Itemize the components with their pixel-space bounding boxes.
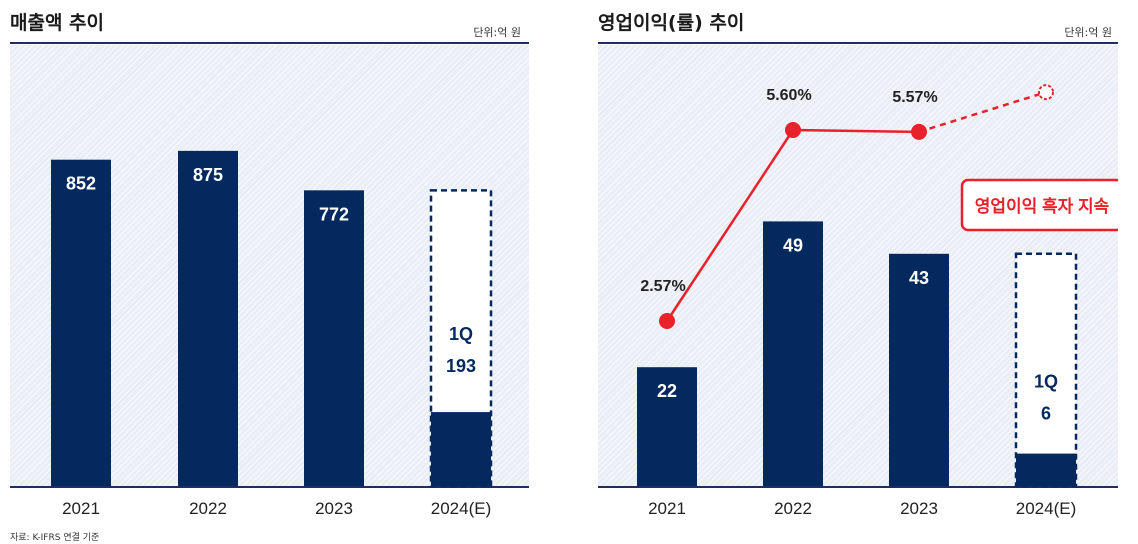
margin-point — [785, 122, 801, 138]
revenue-title-rule — [10, 42, 529, 44]
operating-profit-value-label: 6 — [1041, 404, 1051, 424]
operating-profit-category-label: 2021 — [648, 499, 686, 518]
revenue-chart-title: 매출액 추이 — [10, 12, 105, 34]
margin-point-forecast — [1038, 84, 1054, 101]
operating-profit-panel: 영업이익(률) 추이 단위:억 원 22 2021 49 2022 43 2023 1Q 6 2… — [598, 0, 1118, 520]
revenue-value-label: 193 — [446, 356, 476, 376]
revenue-unit-label: 단위:억 원 — [473, 26, 521, 39]
source-footnote: 자료: K-IFRS 연결 기준 — [10, 533, 100, 543]
margin-value-label: 5.57% — [892, 89, 937, 106]
operating-profit-chart-svg: 22 2021 49 2022 43 2023 1Q 6 2024(E) 2.57% 5.60% 5.… — [637, 84, 1118, 518]
operating-profit-title-rule — [598, 42, 1118, 44]
margin-line-forecast-segment — [918, 90, 1047, 134]
revenue-baseline — [10, 486, 529, 488]
operating-profit-bar — [637, 367, 697, 486]
margin-value-label: 5.60% — [766, 87, 811, 104]
operating-profit-category-label: 2024(E) — [1016, 499, 1076, 518]
callout-box — [960, 178, 1118, 232]
margin-point — [659, 313, 675, 329]
revenue-bar — [304, 190, 364, 486]
operating-profit-value-label: 49 — [783, 235, 803, 255]
operating-profit-value-label: 22 — [657, 381, 677, 401]
profit-callout: 영업이익 흑자 지속 — [960, 178, 1118, 232]
revenue-panel: 매출액 추이 단위:억 원 852 2021 875 2022 772 2023 1Q 193… — [10, 0, 529, 520]
margin-value-label: 2.57% — [640, 278, 685, 295]
revenue-bar — [178, 150, 238, 486]
revenue-category-label: 2024(E) — [431, 499, 491, 518]
operating-profit-unit-label: 단위:억 원 — [1064, 26, 1112, 39]
operating-profit-bar — [1016, 453, 1076, 486]
revenue-bar — [431, 412, 491, 486]
revenue-value-label: 772 — [319, 204, 349, 224]
margin-line-segment — [792, 128, 920, 134]
operating-profit-chart-title: 영업이익(률) 추이 — [598, 12, 745, 34]
operating-profit-baseline — [598, 486, 1118, 488]
revenue-category-label: 2021 — [62, 499, 100, 518]
callout-text: 영업이익 흑자 지속 — [975, 196, 1110, 216]
operating-profit-value-label: 43 — [909, 268, 929, 288]
revenue-value-label: 875 — [193, 165, 223, 185]
operating-profit-bar — [889, 253, 949, 486]
operating-profit-forecast-outline — [1014, 252, 1078, 488]
operating-profit-bar — [763, 221, 823, 486]
revenue-value-label: 852 — [66, 174, 96, 194]
operating-profit-category-label: 2022 — [774, 499, 812, 518]
revenue-category-label: 2022 — [189, 499, 227, 518]
operating-profit-forecast-period-label: 1Q — [1034, 372, 1058, 392]
revenue-bar — [51, 159, 111, 486]
margin-line-segment — [665, 129, 795, 322]
revenue-category-label: 2023 — [315, 499, 353, 518]
revenue-chart-svg: 852 2021 875 2022 772 2023 1Q 193 2024(E) — [51, 150, 493, 518]
revenue-forecast-period-label: 1Q — [449, 324, 473, 344]
operating-profit-category-label: 2023 — [900, 499, 938, 518]
margin-point — [911, 123, 927, 140]
